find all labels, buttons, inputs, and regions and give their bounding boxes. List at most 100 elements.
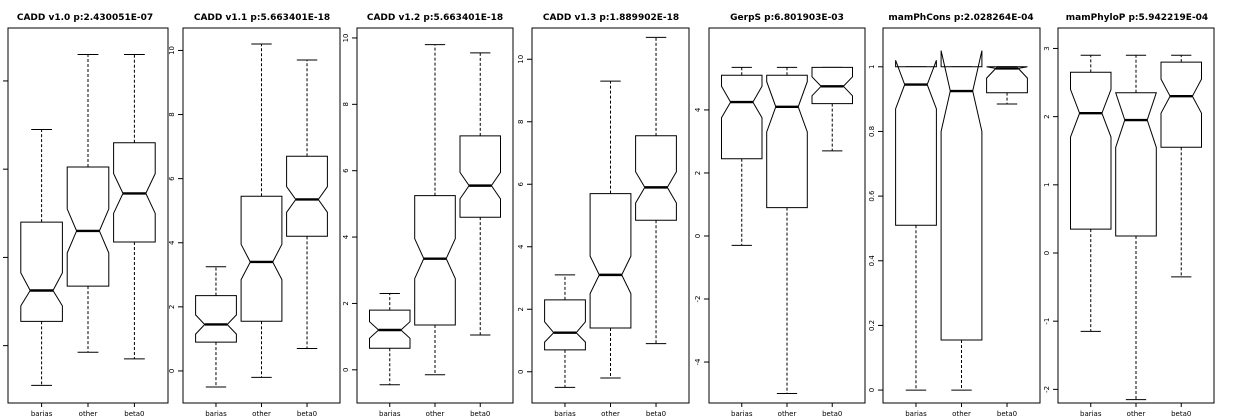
box-other: other — [589, 80, 632, 418]
category-label: other — [1127, 410, 1146, 418]
notched-box — [1115, 92, 1157, 237]
y-tick-label: 6 — [168, 176, 176, 181]
y-tick-label: 3 — [1043, 46, 1051, 50]
notched-box — [66, 166, 110, 287]
notched-box — [766, 74, 808, 209]
box-beta0: beta0 — [986, 66, 1028, 418]
box-beta0: beta0 — [635, 36, 677, 418]
y-tick-label: 8 — [517, 120, 525, 124]
chart-title: GerpS p:6.801903E-03 — [730, 13, 844, 23]
y-tick-label: 4 — [168, 240, 176, 245]
category-label: barias — [1080, 410, 1102, 418]
category-label: barias — [554, 410, 576, 418]
notched-box — [940, 50, 983, 341]
box-beta0: beta0 — [286, 59, 328, 418]
notched-box — [20, 221, 63, 322]
category-label: beta0 — [124, 410, 144, 418]
chart-title: mamPhyloP p:5.942219E-04 — [1066, 13, 1208, 23]
chart-title: CADD v1.2 p:5.663401E-18 — [367, 13, 503, 23]
category-label: barias — [379, 410, 401, 418]
category-label: barias — [731, 410, 753, 418]
y-tick-label: 0 — [517, 370, 525, 374]
category-label: barias — [205, 410, 227, 418]
y-tick-label: 10 — [168, 46, 176, 55]
y-tick-label: 6 — [342, 168, 350, 173]
box-beta0: beta0 — [811, 66, 853, 418]
y-tick-label: 8 — [168, 112, 176, 116]
category-label: other — [252, 410, 271, 418]
category-label: beta0 — [997, 410, 1017, 418]
y-tick-label: 10 — [342, 33, 350, 42]
y-tick-label: 0 — [1043, 251, 1051, 255]
box-beta0: beta0 — [1160, 54, 1202, 418]
notched-box — [1160, 61, 1202, 148]
y-tick-label: 6 — [0, 78, 1, 83]
box-beta0: beta0 — [113, 53, 156, 418]
category-label: beta0 — [646, 410, 666, 418]
y-tick-label: 2 — [342, 301, 350, 305]
box-barias: barias — [1070, 54, 1112, 418]
category-label: other — [601, 410, 620, 418]
category-label: other — [79, 410, 98, 418]
y-tick-label: 0 — [342, 368, 350, 372]
box-barias: barias — [721, 66, 763, 418]
notched-box — [195, 295, 237, 343]
y-tick-label: 4 — [694, 107, 702, 112]
chart-title: CADD v1.3 p:1.889902E-18 — [543, 13, 679, 23]
y-tick-label: 6 — [517, 181, 525, 186]
chart-title: CADD v1.1 p:5.663401E-18 — [194, 13, 330, 23]
y-tick-label: 4 — [342, 234, 350, 239]
chart-panel-7: mamPhyloP p:5.942219E-04 -2 -1 0 1 2 3 barias ot… — [1043, 13, 1215, 418]
y-tick-label: -1 — [1043, 318, 1051, 325]
y-tick-label: 0.2 — [868, 320, 876, 331]
y-tick-label: 0.6 — [868, 190, 876, 202]
y-tick-label: 2 — [0, 255, 1, 259]
notched-box — [240, 195, 283, 322]
box-other: other — [414, 44, 456, 418]
box-other: other — [766, 66, 808, 418]
y-tick-label: 8 — [342, 102, 350, 106]
notched-box — [635, 135, 677, 221]
chart-panel-1: CADD v1.0 p:2.430051E-07 0 2 4 6 barias other b… — [0, 13, 169, 418]
y-tick-label: -2 — [1043, 386, 1051, 393]
y-tick-label: 0 — [694, 234, 702, 238]
box-other: other — [940, 50, 983, 418]
y-tick-label: 2 — [694, 171, 702, 175]
y-tick-label: -2 — [694, 296, 702, 303]
notched-box — [589, 193, 632, 329]
category-label: other — [426, 410, 445, 418]
y-tick-label: 1 — [1043, 183, 1051, 187]
notched-box — [1070, 71, 1112, 230]
chart-panel-3: CADD v1.2 p:5.663401E-18 0 2 4 6 8 10 barias oth… — [342, 13, 514, 418]
box-barias: barias — [369, 292, 411, 418]
box-beta0: beta0 — [459, 52, 501, 418]
y-tick-label: 0.4 — [868, 255, 876, 267]
notched-box — [986, 66, 1028, 94]
chart-title: mamPhCons p:2.028264E-04 — [888, 13, 1033, 23]
y-tick-label: 10 — [517, 55, 525, 64]
y-tick-label: 2 — [517, 307, 525, 311]
y-tick-label: 2 — [1043, 114, 1051, 118]
y-tick-label: -4 — [694, 358, 702, 366]
y-tick-label: 2 — [168, 305, 176, 309]
category-label: other — [952, 410, 971, 418]
notched-box — [459, 135, 501, 218]
category-label: beta0 — [297, 410, 317, 418]
notched-box — [721, 74, 763, 160]
y-tick-label: 1 — [868, 65, 876, 69]
notched-box — [286, 155, 328, 237]
y-tick-label: 0.8 — [868, 126, 876, 137]
y-tick-label: 0 — [0, 343, 1, 347]
chart-title: CADD v1.0 p:2.430051E-07 — [17, 13, 153, 23]
chart-panel-5: GerpS p:6.801903E-03 -4 -2 0 2 4 barias other be… — [694, 13, 866, 418]
y-tick-label: 4 — [0, 166, 1, 171]
category-label: beta0 — [470, 410, 490, 418]
box-barias: barias — [895, 60, 937, 418]
category-label: barias — [31, 410, 53, 418]
category-label: beta0 — [1171, 410, 1191, 418]
chart-panel-4: CADD v1.3 p:1.889902E-18 0 2 4 6 8 10 barias oth… — [517, 13, 690, 418]
y-tick-label: 0 — [868, 388, 876, 392]
category-label: beta0 — [822, 410, 842, 418]
